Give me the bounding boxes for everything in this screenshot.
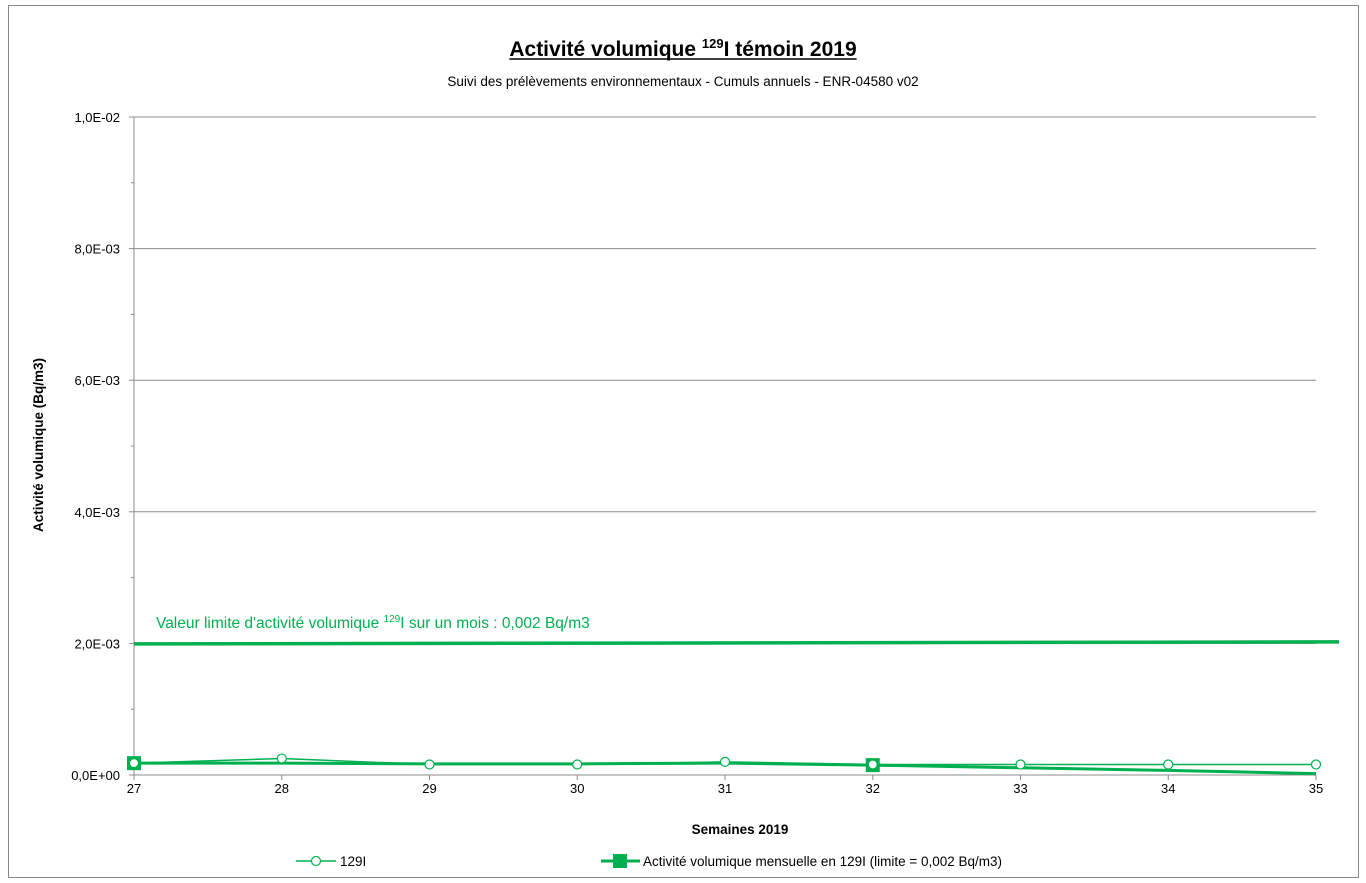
x-tick-label: 28: [275, 781, 289, 796]
x-tick-label: 35: [1309, 781, 1323, 796]
series-129i-marker: [128, 758, 140, 769]
legend-label-129i: 129I: [340, 854, 366, 869]
series-129i-marker: [1310, 759, 1322, 770]
limit-annotation-part-1: Valeur limite d'activité volumique: [156, 615, 384, 632]
series-129i-marker: [572, 759, 583, 770]
chart-title-part-2: I témoin 2019: [724, 38, 857, 61]
chart-title: Activité volumique 129I témoin 2019: [509, 36, 856, 61]
axis-layer: 0,0E+00 2,0E-03 4,0E-03 6,0E-03 8,0E-03 1,0E-…: [71, 110, 1323, 796]
legend: 129I Activité volumique mensuelle en 129…: [296, 854, 1002, 869]
limit-line: [133, 640, 1340, 646]
series-129i-marker: [1163, 759, 1174, 770]
series-129i-marker: [719, 756, 731, 767]
limit-annotation: Valeur limite d'activité volumique 129I …: [156, 614, 590, 632]
x-tick-label: 27: [127, 781, 141, 796]
y-tick-label: 0,0E+00: [71, 768, 120, 783]
chart-title-superscript: 129: [702, 36, 724, 51]
limit-annotation-superscript: 129: [384, 614, 401, 625]
y-tick-label: 8,0E-03: [74, 242, 120, 257]
y-tick-label: 4,0E-03: [74, 505, 120, 520]
limit-layer: [133, 640, 1340, 646]
series-layer: [127, 753, 1322, 776]
x-tick-label: 30: [570, 781, 584, 796]
x-tick-label: 33: [1013, 781, 1027, 796]
y-tick-label: 6,0E-03: [74, 373, 120, 388]
series-129i-marker: [867, 759, 878, 770]
legend-label-mensuelle: Activité volumique mensuelle en 129I (li…: [643, 854, 1002, 869]
x-axis-label: Semaines 2019: [692, 822, 789, 837]
x-tick-label: 31: [718, 781, 732, 796]
legend-marker-mensuelle: [613, 854, 627, 868]
y-axis-label: Activité volumique (Bq/m3): [31, 358, 46, 532]
x-tick-label: 34: [1161, 781, 1175, 796]
series-129i-marker: [1015, 759, 1026, 770]
grid-layer: [134, 116, 1316, 644]
chart-subtitle: Suivi des prélèvements environnementaux …: [447, 74, 918, 89]
x-tick-label: 32: [866, 781, 880, 796]
y-tick-label: 2,0E-03: [74, 636, 120, 651]
series-129i-marker: [276, 753, 287, 764]
legend-marker-129i: [310, 855, 322, 867]
chart-frame: [8, 5, 1359, 878]
series-129i-marker: [424, 759, 435, 770]
y-tick-label: 1,0E-02: [74, 110, 120, 125]
chart-title-part-1: Activité volumique: [509, 38, 702, 61]
x-tick-label: 29: [422, 781, 436, 796]
limit-annotation-part-2: I sur un mois : 0,002 Bq/m3: [400, 615, 590, 632]
